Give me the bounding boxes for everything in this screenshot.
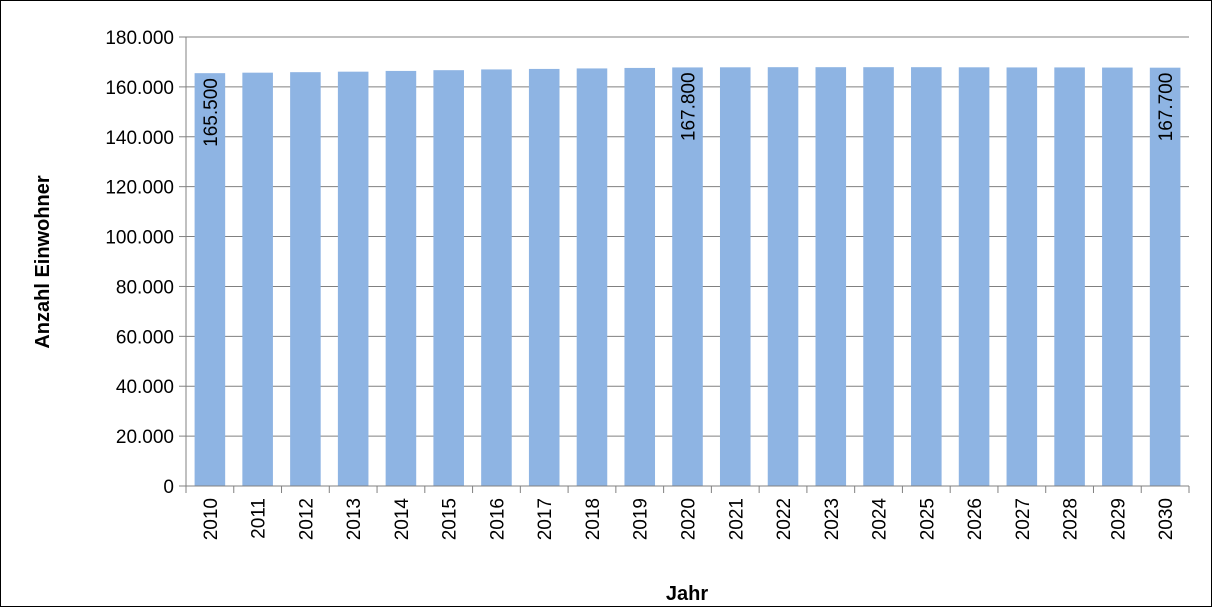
data-label-2010: 165.500 bbox=[201, 78, 222, 147]
y-tick-label: 100.000 bbox=[105, 228, 174, 249]
labels: 0 20.000 40.000 60.000 80.000 100.000 120.000 1… bbox=[105, 28, 1177, 540]
x-tick-label: 2015 bbox=[440, 498, 461, 540]
y-tick-label: 20.000 bbox=[116, 427, 174, 448]
y-tick-label: 40.000 bbox=[116, 377, 174, 398]
bar-2027 bbox=[1006, 67, 1038, 486]
y-tick-label: 180.000 bbox=[105, 28, 174, 49]
x-tick-label: 2027 bbox=[1013, 498, 1034, 540]
x-tick-label: 2018 bbox=[583, 498, 604, 540]
x-tick-label: 2030 bbox=[1156, 498, 1177, 540]
y-tick-label: 80.000 bbox=[116, 277, 174, 298]
x-axis-title: Jahr bbox=[666, 583, 708, 605]
y-tick-label: 0 bbox=[163, 477, 174, 498]
axes bbox=[179, 36, 1190, 493]
y-tick-label: 60.000 bbox=[116, 327, 174, 348]
bar-2015 bbox=[433, 70, 464, 486]
bar-2025 bbox=[911, 67, 942, 487]
x-tick-label: 2019 bbox=[631, 498, 652, 540]
bar-2010 bbox=[194, 73, 226, 487]
data-label-2020: 167.800 bbox=[679, 72, 700, 141]
bar-2024 bbox=[863, 67, 894, 487]
x-tick-label: 2022 bbox=[774, 498, 795, 540]
x-tick-label: 2014 bbox=[392, 498, 413, 541]
bar-2028 bbox=[1054, 67, 1085, 486]
bar-2017 bbox=[528, 68, 560, 486]
y-tick-label: 140.000 bbox=[105, 128, 174, 149]
bar-2014 bbox=[385, 70, 417, 487]
bar-2022 bbox=[767, 67, 799, 487]
x-tick-label: 2024 bbox=[870, 498, 891, 541]
bar-2016 bbox=[481, 69, 512, 486]
bar-2013 bbox=[337, 71, 369, 486]
bars bbox=[194, 67, 1181, 487]
x-tick-label: 2020 bbox=[679, 498, 700, 540]
x-tick-label: 2021 bbox=[726, 498, 747, 540]
x-tick-label: 2017 bbox=[535, 498, 556, 540]
x-tick-label: 2028 bbox=[1061, 498, 1082, 540]
bar-2020 bbox=[672, 67, 703, 486]
x-tick-label: 2012 bbox=[296, 498, 317, 540]
x-tick-label: 2026 bbox=[965, 498, 986, 540]
bar-2030 bbox=[1149, 67, 1181, 486]
x-tick-label: 2016 bbox=[487, 498, 508, 540]
bar-2021 bbox=[719, 67, 751, 487]
bar-2029 bbox=[1102, 67, 1133, 486]
x-tick-label: 2029 bbox=[1108, 498, 1129, 540]
bar-2019 bbox=[624, 67, 656, 486]
bar-2018 bbox=[576, 68, 608, 487]
y-tick-label: 120.000 bbox=[105, 178, 174, 199]
bar-2011 bbox=[242, 72, 273, 486]
bar-2026 bbox=[958, 67, 990, 487]
x-tick-label: 2011 bbox=[249, 498, 270, 539]
bar-2023 bbox=[815, 67, 847, 487]
y-axis-title: Anzahl Einwohner bbox=[32, 175, 54, 349]
x-tick-label: 2025 bbox=[917, 498, 938, 540]
x-tick-label: 2023 bbox=[822, 498, 843, 540]
data-label-2030: 167.700 bbox=[1156, 73, 1177, 142]
bar-2012 bbox=[290, 72, 321, 487]
y-tick-label: 160.000 bbox=[105, 78, 174, 99]
x-tick-label: 2010 bbox=[201, 498, 222, 540]
x-tick-label: 2013 bbox=[344, 498, 365, 540]
